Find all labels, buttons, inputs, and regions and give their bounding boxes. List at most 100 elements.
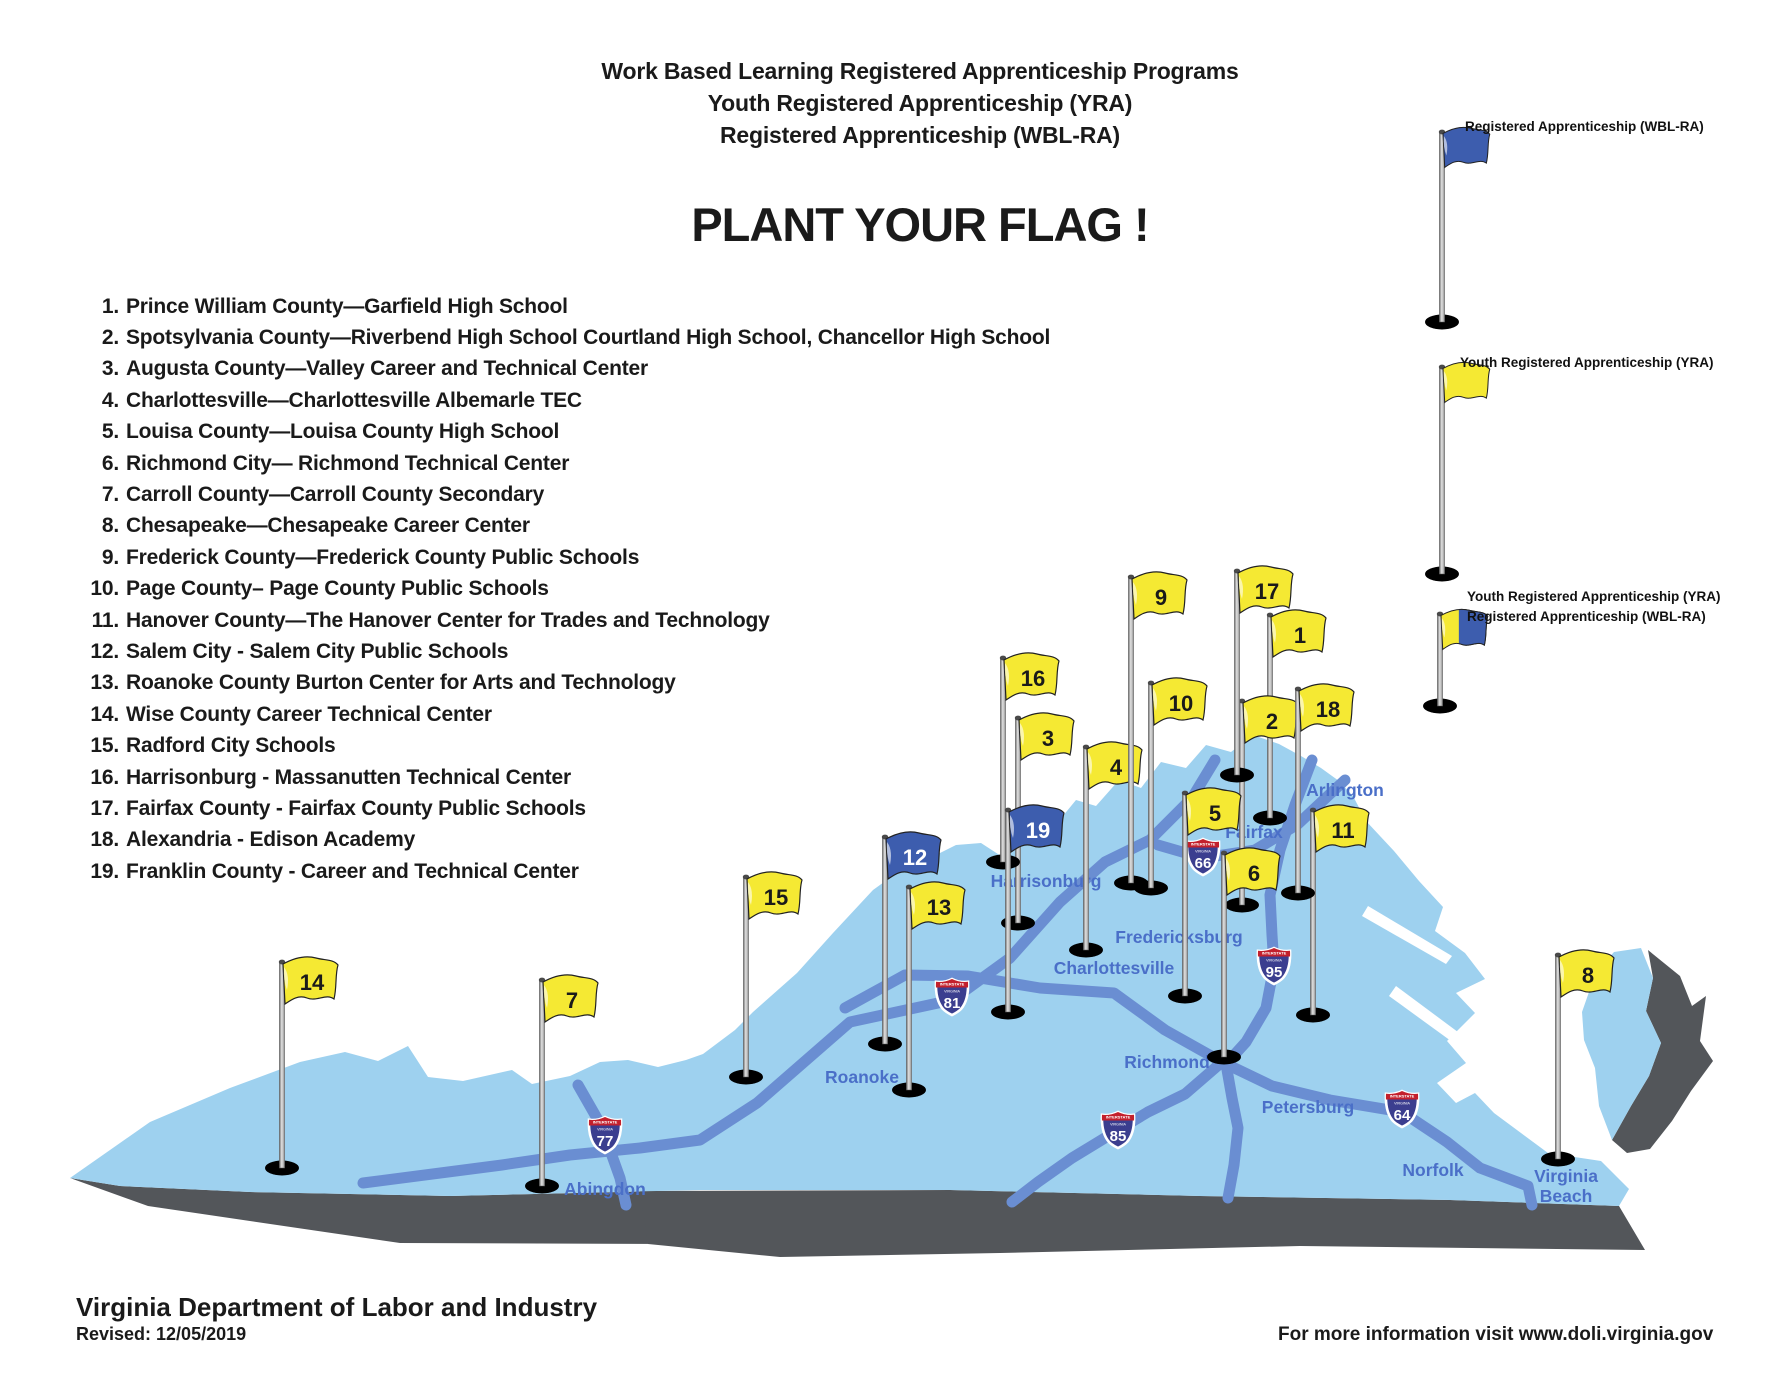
map-flag-13: 13 — [892, 881, 966, 1098]
location-label: Hanover County—The Hanover Center for Tr… — [126, 608, 770, 632]
location-item: 15. Radford City Schools — [70, 730, 1050, 761]
shield-top-label: INTERSTATE — [1390, 1094, 1415, 1099]
location-item: 13. Roanoke County Burton Center for Arts… — [70, 668, 1050, 699]
flag-highlight — [543, 985, 548, 1008]
flag-number: 5 — [1209, 801, 1221, 826]
eastern-shore-shadow — [1612, 950, 1713, 1153]
shield-top-label: INTERSTATE — [940, 982, 965, 987]
location-number: 8. — [101, 514, 119, 538]
map-flag-10: 10 — [1134, 677, 1208, 896]
flag-banner-blue-half — [1458, 608, 1489, 647]
location-item: 11. Hanover County—The Hanover Center for… — [70, 605, 1050, 636]
flag-banner — [1151, 677, 1208, 727]
shield-route-number: 64 — [1394, 1107, 1411, 1124]
flag-highlight — [910, 892, 915, 915]
shield-route-number: 85 — [1110, 1128, 1127, 1145]
shield-top-label: INTERSTATE — [1191, 842, 1216, 847]
flag-highlight — [1238, 576, 1243, 599]
flag-banner — [909, 881, 966, 931]
location-number: 5. — [101, 420, 119, 444]
location-item: 3. Augusta County—Valley Career and Techn… — [70, 354, 1050, 385]
header-line-3: Registered Apprenticeship (WBL-RA) — [720, 122, 1120, 148]
flag-number: 2 — [1266, 709, 1278, 734]
location-label: Frederick County—Frederick County Public… — [126, 545, 640, 569]
header-line-1: Work Based Learning Registered Apprentic… — [601, 58, 1239, 84]
flag-pole — [1128, 576, 1134, 884]
flag-number: 7 — [566, 988, 578, 1013]
location-number: 13. — [90, 671, 119, 695]
legend-flag-blue — [1425, 126, 1491, 330]
location-item: 5. Louisa County—Louisa County High Schoo… — [70, 417, 1050, 448]
location-label: Fairfax County - Fairfax County Public S… — [126, 796, 586, 820]
location-number: 14. — [90, 702, 119, 726]
location-item: 14. Wise County Career Technical Center — [70, 699, 1050, 730]
location-item: 7. Carroll County—Carroll County Secondar… — [70, 479, 1050, 510]
location-item: 8. Chesapeake—Chesapeake Career Center — [70, 511, 1050, 542]
flag-pole — [539, 979, 545, 1187]
location-number: 17. — [90, 796, 119, 820]
map-base-3d-west — [70, 1178, 668, 1244]
location-label: Chesapeake—Chesapeake Career Center — [126, 514, 530, 538]
flag-pole — [1439, 131, 1445, 323]
location-item: 2. Spotsylvania County—Riverbend High Sch… — [70, 322, 1050, 353]
map-flag-12: 12 — [868, 831, 942, 1052]
interstate-81-road — [357, 754, 1221, 1189]
map-flag-7: 7 — [525, 974, 599, 1194]
flag-number: 11 — [1331, 818, 1354, 843]
city-label-virginia-beach: Beach — [1540, 1186, 1593, 1206]
location-label: Alexandria - Edison Academy — [126, 828, 416, 852]
flag-pole — [279, 961, 285, 1169]
flag-banner — [1224, 847, 1281, 897]
shield-top-label: INTERSTATE — [593, 1120, 618, 1125]
flag-banner — [1442, 126, 1491, 169]
legend-label-wbl-ra: Registered Apprenticeship (WBL-RA) — [1465, 117, 1704, 137]
flag-banner — [1008, 804, 1065, 854]
flag-pole — [1221, 852, 1227, 1058]
flag-banner — [1558, 949, 1615, 999]
interstate-95-road — [1220, 754, 1318, 1204]
flag-number: 3 — [1042, 726, 1054, 751]
map-flag-6: 6 — [1207, 847, 1281, 1065]
location-label: Carroll County—Carroll County Secondary — [126, 483, 545, 507]
page-title: PLANT YOUR FLAG ! — [691, 198, 1149, 251]
location-label: Augusta County—Valley Career and Technic… — [126, 357, 648, 381]
location-item: 10. Page County– Page County Public Schoo… — [70, 574, 1050, 605]
map-flag-18: 18 — [1281, 683, 1355, 901]
map-flag-2: 2 — [1225, 695, 1299, 913]
map-flag-14: 14 — [265, 956, 339, 1176]
flag-number: 13 — [927, 895, 951, 920]
interstate-64-road — [839, 969, 1538, 1211]
location-item: 4. Charlottesville—Charlottesville Albema… — [70, 385, 1050, 416]
flag-pole — [1083, 746, 1089, 951]
city-label-arlington: Arlington — [1306, 780, 1384, 800]
shield-sub-label: VIRGINIA — [1394, 1102, 1410, 1106]
city-label-roanoke: Roanoke — [825, 1067, 899, 1087]
flag-number: 18 — [1316, 697, 1340, 722]
legend-label-line: Registered Apprenticeship (WBL-RA) — [1465, 119, 1704, 134]
flag-banner — [1313, 804, 1370, 854]
location-number: 15. — [90, 734, 119, 758]
flag-number: 14 — [300, 970, 325, 995]
flag-highlight — [1087, 752, 1092, 775]
location-label: Franklin County - Career and Technical C… — [126, 859, 579, 883]
city-label-norfolk: Norfolk — [1402, 1160, 1464, 1180]
location-item: 19. Franklin County - Career and Technica… — [70, 856, 1050, 887]
flag-highlight — [1314, 815, 1319, 838]
map-flag-5: 5 — [1168, 787, 1242, 1004]
location-label: Louisa County—Louisa County High School — [126, 420, 560, 444]
flag-banner — [885, 831, 942, 881]
location-label: Salem City - Salem City Public Schools — [126, 639, 509, 663]
location-number: 3. — [101, 357, 119, 381]
map-flag-16: 16 — [986, 652, 1060, 870]
flag-number: 16 — [1021, 666, 1045, 691]
shield-sub-label: VIRGINIA — [597, 1128, 613, 1132]
location-label: Richmond City— Richmond Technical Center — [126, 451, 570, 475]
flag-number: 8 — [1582, 963, 1594, 988]
map-flag-8: 8 — [1541, 949, 1615, 1167]
location-number: 4. — [101, 388, 119, 412]
flag-highlight — [283, 967, 288, 990]
location-item: 16. Harrisonburg - Massanutten Technical … — [70, 762, 1050, 793]
shield-route-number: 66 — [1195, 855, 1212, 872]
